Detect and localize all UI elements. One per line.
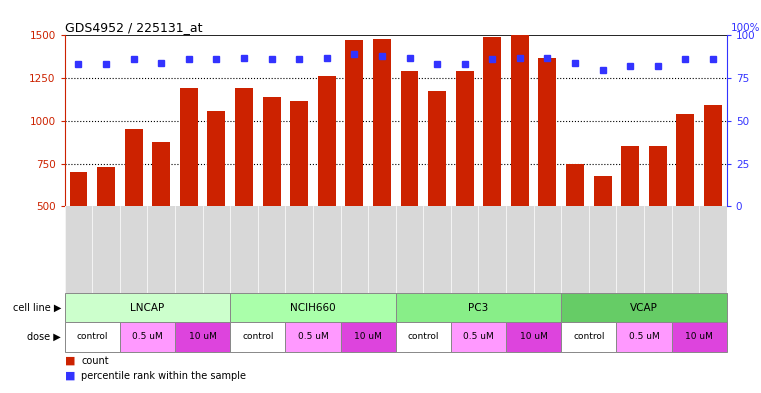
Text: 0.5 uM: 0.5 uM	[298, 332, 328, 342]
Bar	[180, 88, 198, 206]
Text: control: control	[408, 332, 439, 342]
Text: 10 uM: 10 uM	[189, 332, 217, 342]
Bar	[69, 172, 88, 206]
Bar	[671, 322, 727, 352]
Bar	[396, 293, 561, 322]
Text: 10 uM: 10 uM	[354, 332, 382, 342]
Bar	[483, 37, 501, 206]
Bar	[373, 39, 391, 206]
Bar	[428, 91, 446, 206]
Bar	[65, 293, 230, 322]
Bar	[97, 167, 115, 206]
Bar	[561, 322, 616, 352]
Bar	[235, 88, 253, 206]
Text: PC3: PC3	[468, 303, 489, 312]
Bar	[318, 76, 336, 206]
Text: 0.5 uM: 0.5 uM	[629, 332, 659, 342]
Bar	[120, 322, 175, 352]
Text: ■: ■	[65, 356, 75, 366]
Text: cell line ▶: cell line ▶	[12, 303, 61, 312]
Bar	[566, 163, 584, 206]
Text: dose ▶: dose ▶	[27, 332, 61, 342]
Text: 10 uM: 10 uM	[520, 332, 548, 342]
Bar	[511, 35, 529, 206]
Text: 10 uM: 10 uM	[685, 332, 713, 342]
Text: count: count	[81, 356, 109, 366]
Bar	[561, 293, 727, 322]
Bar	[175, 322, 230, 352]
Bar	[396, 322, 451, 352]
Bar	[616, 322, 671, 352]
Text: control: control	[242, 332, 273, 342]
Bar	[704, 105, 722, 206]
Text: percentile rank within the sample: percentile rank within the sample	[81, 371, 247, 381]
Bar	[677, 114, 694, 206]
Bar	[621, 146, 639, 206]
Text: 0.5 uM: 0.5 uM	[463, 332, 494, 342]
Bar	[230, 322, 285, 352]
Text: GDS4952 / 225131_at: GDS4952 / 225131_at	[65, 21, 202, 34]
Bar	[65, 322, 119, 352]
Bar	[208, 110, 225, 206]
Bar	[649, 146, 667, 206]
Text: LNCAP: LNCAP	[130, 303, 164, 312]
Bar	[290, 101, 308, 206]
Bar	[285, 322, 341, 352]
Bar	[125, 129, 142, 206]
Bar	[230, 293, 396, 322]
Bar	[456, 71, 473, 206]
Bar	[451, 322, 506, 352]
Text: control: control	[573, 332, 604, 342]
Text: VCAP: VCAP	[630, 303, 658, 312]
Text: ■: ■	[65, 371, 75, 381]
Text: 0.5 uM: 0.5 uM	[132, 332, 163, 342]
Bar	[152, 142, 170, 206]
Text: NCIH660: NCIH660	[290, 303, 336, 312]
Bar	[341, 322, 396, 352]
Bar	[400, 71, 419, 206]
Bar	[539, 58, 556, 206]
Text: control: control	[77, 332, 108, 342]
Bar	[506, 322, 561, 352]
Bar	[345, 40, 363, 206]
Bar	[594, 176, 612, 206]
Text: 100%: 100%	[731, 22, 760, 33]
Bar	[263, 97, 281, 206]
